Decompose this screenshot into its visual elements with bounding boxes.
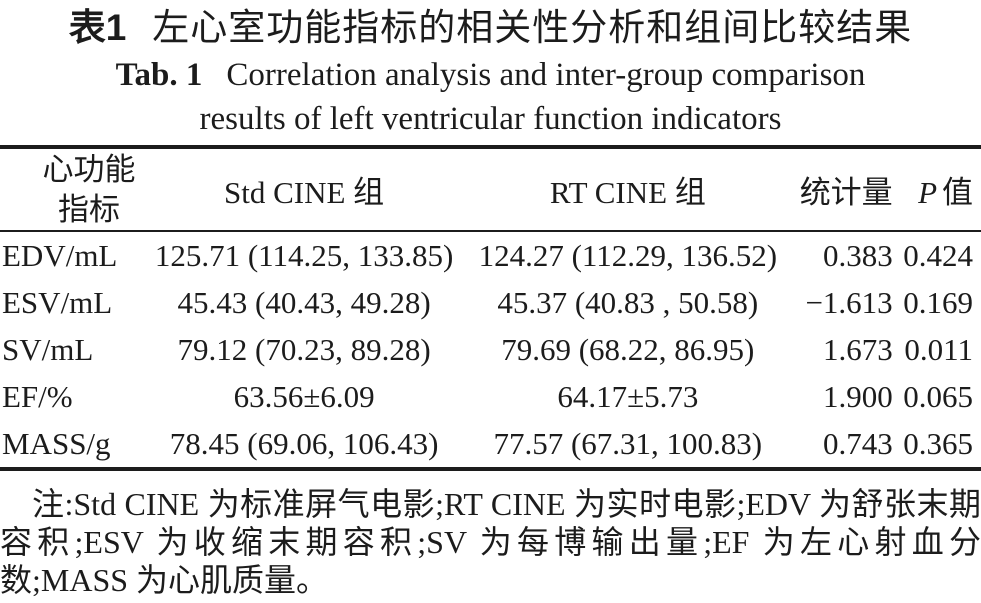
cell-statistic: 0.383 <box>822 238 893 273</box>
header-indicator: 心功能 指标 <box>0 147 148 232</box>
cell-indicator: ESV/mL <box>2 285 113 320</box>
cell-statistic: 1.673 <box>822 332 893 367</box>
p-symbol: P <box>918 175 937 210</box>
cell-p-value: 0.011 <box>904 332 973 367</box>
header-rt-cine-group: RT CINE 组 <box>461 147 795 232</box>
cell-std-cine: 79.12 (70.23, 89.28) <box>177 332 431 367</box>
cell-rt-cine: 77.57 (67.31, 100.83) <box>493 426 763 461</box>
table-footnote: 注:Std CINE 为标准屏气电影;RT CINE 为实时电影;EDV 为舒张… <box>0 486 981 598</box>
table-title-en-line1: Tab. 1 Correlation analysis and inter-gro… <box>0 53 981 97</box>
cell-std-cine: 45.43 (40.43, 49.28) <box>177 285 431 320</box>
table-title-zh-text: 左心室功能指标的相关性分析和组间比较结果 <box>152 8 913 49</box>
cell-rt-cine: 45.37 (40.83 , 50.58) <box>497 285 759 320</box>
cell-std-cine: 63.56±6.09 <box>233 379 375 414</box>
cell-indicator: SV/mL <box>2 332 94 367</box>
table-row-esv: ESV/mL 45.43 (40.43, 49.28) 45.37 (40.83… <box>0 279 981 326</box>
cell-statistic: −1.613 <box>805 285 893 320</box>
header-indicator-line1: 心功能 <box>42 151 136 187</box>
cell-p-value: 0.065 <box>903 379 973 414</box>
cell-p-value: 0.169 <box>903 285 973 320</box>
table-title-en-text2: results of left ventricular function ind… <box>199 101 782 137</box>
cell-indicator: MASS/g <box>2 426 111 461</box>
table-number-zh: 表1 <box>68 7 127 48</box>
header-indicator-line2: 指标 <box>58 191 120 227</box>
cell-statistic: 1.900 <box>822 379 893 414</box>
table-row-ef: EF/% 63.56±6.09 64.17±5.73 1.900 0.065 <box>0 373 981 420</box>
p-suffix: 值 <box>942 175 973 210</box>
table-number-en: Tab. 1 <box>115 57 203 93</box>
table-title-en-text1: Correlation analysis and inter-group com… <box>226 57 866 93</box>
header-std-cine-group: Std CINE 组 <box>147 147 462 232</box>
cell-rt-cine: 124.27 (112.29, 136.52) <box>478 238 778 273</box>
table-title-zh: 表1 左心室功能指标的相关性分析和组间比较结果 <box>0 4 981 53</box>
cell-std-cine: 125.71 (114.25, 133.85) <box>154 238 454 273</box>
cell-indicator: EDV/mL <box>2 238 118 273</box>
table-row-edv: EDV/mL 125.71 (114.25, 133.85) 124.27 (1… <box>0 231 981 279</box>
cell-rt-cine: 79.69 (68.22, 86.95) <box>501 332 755 367</box>
cell-indicator: EF/% <box>2 379 73 414</box>
cell-p-value: 0.424 <box>903 238 973 273</box>
table-row-mass: MASS/g 78.45 (69.06, 106.43) 77.57 (67.3… <box>0 420 981 469</box>
table-title-en-line2: results of left ventricular function ind… <box>0 97 981 141</box>
cell-rt-cine: 64.17±5.73 <box>557 379 699 414</box>
cell-std-cine: 78.45 (69.06, 106.43) <box>169 426 439 461</box>
header-statistic: 统计量 <box>794 147 893 232</box>
table-row-sv: SV/mL 79.12 (70.23, 89.28) 79.69 (68.22,… <box>0 326 981 373</box>
cell-p-value: 0.365 <box>903 426 973 461</box>
cell-statistic: 0.743 <box>822 426 893 461</box>
